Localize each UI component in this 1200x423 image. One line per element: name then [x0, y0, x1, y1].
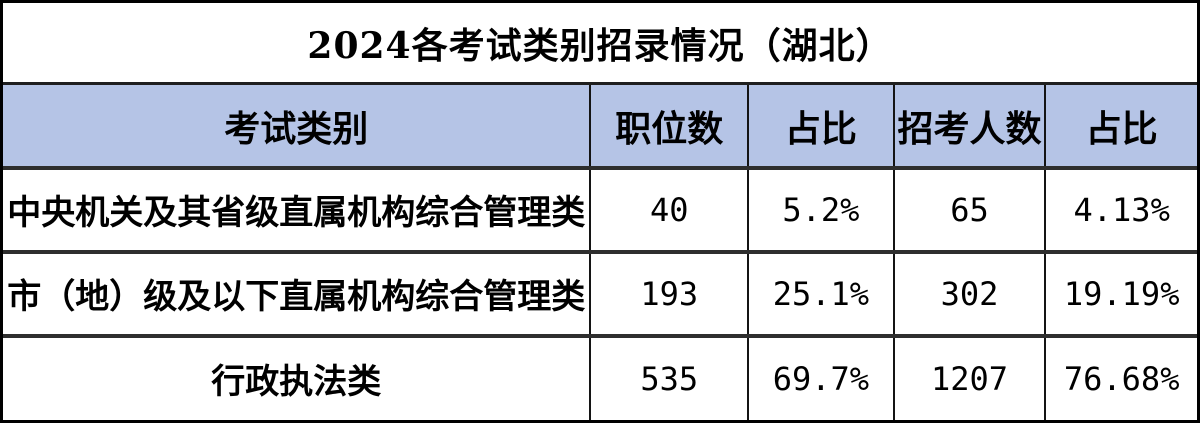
- category-cell: 中央机关及其省级直属机构综合管理类: [3, 165, 592, 254]
- recruits-pct-cell: 19.19%: [1044, 249, 1197, 338]
- table-row: 行政执法类 535 69.7% 1207 76.68%: [3, 333, 1197, 420]
- positions-cell: 193: [589, 249, 750, 338]
- header-cell-recruits-pct: 占比: [1044, 82, 1197, 170]
- table-row: 市（地）级及以下直属机构综合管理类 193 25.1% 302 19.19%: [3, 249, 1197, 338]
- recruits-cell: 302: [892, 249, 1047, 338]
- header-cell-category: 考试类别: [3, 82, 592, 170]
- positions-pct-cell: 25.1%: [747, 249, 895, 338]
- table-row: 中央机关及其省级直属机构综合管理类 40 5.2% 65 4.13%: [3, 165, 1197, 254]
- category-cell: 市（地）级及以下直属机构综合管理类: [3, 249, 592, 338]
- recruitment-table: 2024各考试类别招录情况（湖北） 考试类别 职位数 占比 招考人数 占比 中央…: [3, 3, 1197, 420]
- recruits-cell: 1207: [892, 333, 1047, 420]
- category-cell: 行政执法类: [3, 333, 592, 420]
- positions-cell: 40: [589, 165, 750, 254]
- recruits-pct-cell: 76.68%: [1044, 333, 1197, 420]
- header-cell-recruits: 招考人数: [892, 82, 1047, 170]
- header-row: 考试类别 职位数 占比 招考人数 占比: [3, 82, 1197, 170]
- table-title: 2024各考试类别招录情况（湖北）: [3, 3, 1197, 86]
- recruits-pct-cell: 4.13%: [1044, 165, 1197, 254]
- header-cell-positions: 职位数: [589, 82, 750, 170]
- positions-cell: 535: [589, 333, 750, 420]
- positions-pct-cell: 5.2%: [747, 165, 895, 254]
- positions-pct-cell: 69.7%: [747, 333, 895, 420]
- title-row: 2024各考试类别招录情况（湖北）: [3, 3, 1197, 86]
- recruits-cell: 65: [892, 165, 1047, 254]
- header-cell-positions-pct: 占比: [747, 82, 895, 170]
